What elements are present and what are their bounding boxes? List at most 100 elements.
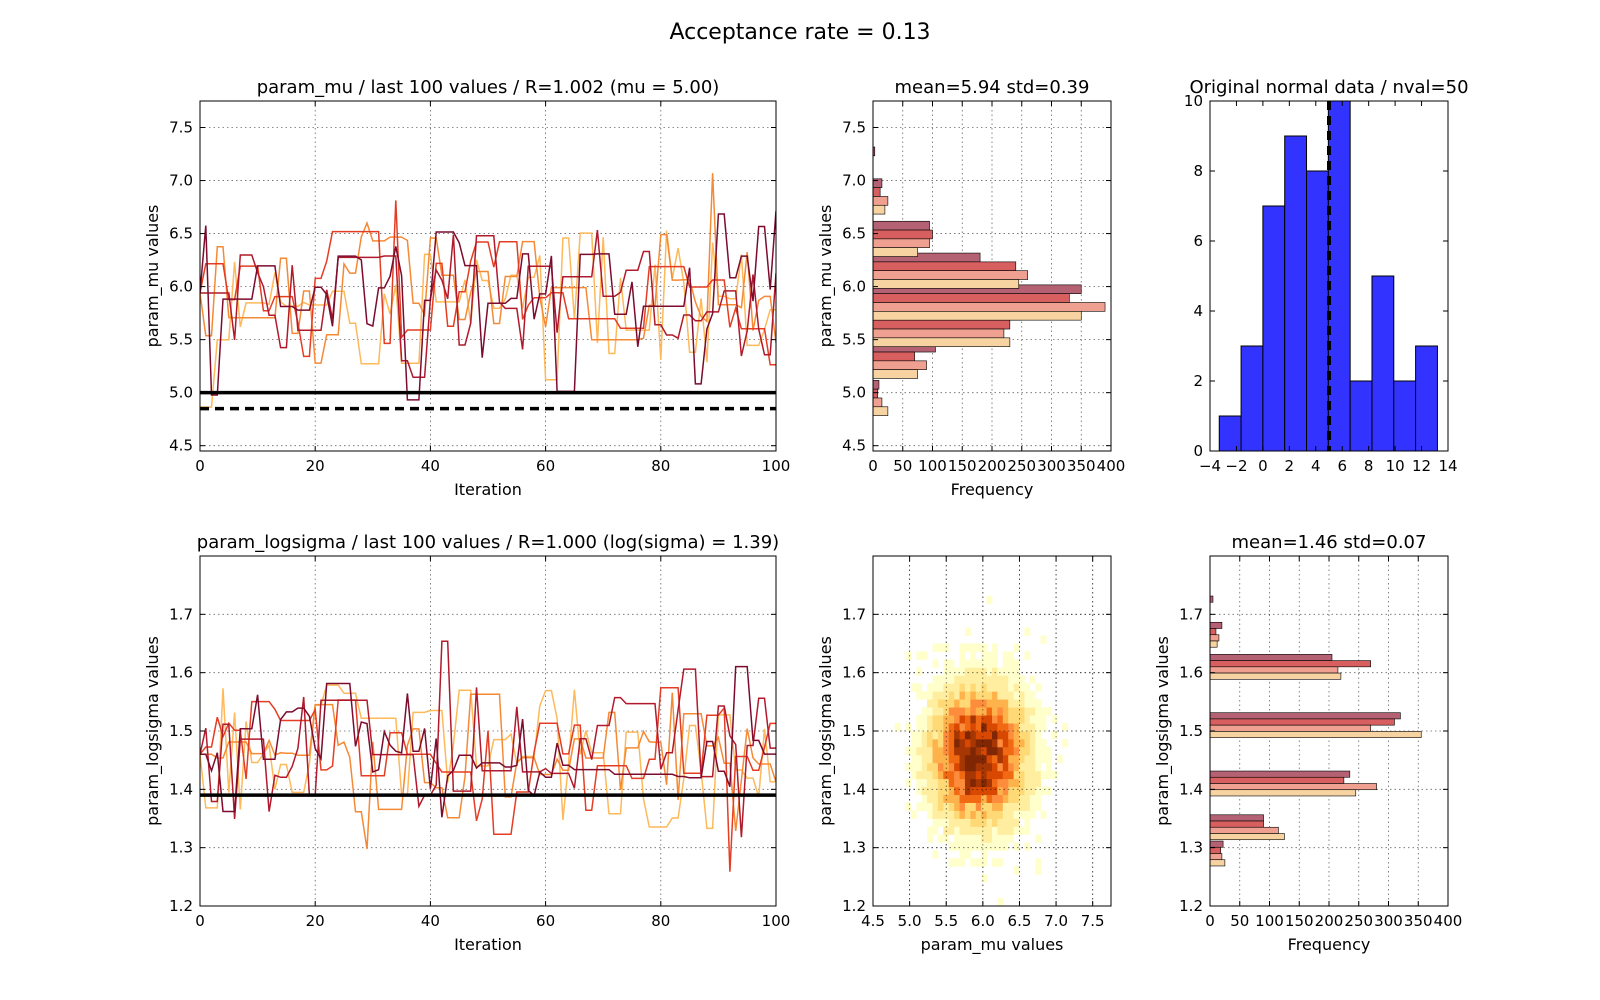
heatmap-cell (1008, 826, 1015, 835)
histogram-bar (1210, 718, 1395, 726)
x-tick-label: 400 (1434, 912, 1463, 930)
heatmap-cell (916, 770, 923, 780)
heatmap-cell (997, 898, 1004, 906)
heatmap-cell (1029, 770, 1036, 780)
histogram-bar (873, 204, 886, 215)
heatmap-cell (992, 643, 998, 652)
x-tick-label: 0 (1205, 912, 1215, 930)
x-axis-label: Iteration (454, 935, 522, 954)
heatmap-cell (970, 723, 977, 732)
heatmap-cell (943, 810, 950, 819)
heatmap-cell (1019, 826, 1025, 835)
heatmap-cell (959, 643, 966, 652)
chain-trace-line (200, 665, 776, 818)
x-tick-label: 6 (1337, 457, 1347, 475)
histogram-bar (873, 238, 930, 248)
heatmap-cell (959, 786, 966, 796)
x-tick-label: 4.5 (861, 912, 885, 930)
histogram-bar (1210, 640, 1218, 648)
heatmap-cell (1035, 746, 1042, 756)
heatmap-cell (932, 778, 939, 788)
heatmap-cell (1002, 691, 1009, 700)
heatmap-cell (992, 802, 998, 811)
heatmap-cell (992, 754, 998, 764)
heatmap-cell (927, 834, 933, 843)
y-tick-label: 1.5 (1179, 722, 1203, 740)
heatmap-cell (975, 826, 982, 835)
heatmap-cell (1035, 715, 1042, 724)
heatmap-cell (959, 762, 966, 772)
x-tick-label: 400 (1097, 457, 1126, 475)
x-axis-label: param_mu values (921, 935, 1064, 955)
heatmap-cell (1002, 778, 1009, 788)
y-tick-label: 1.3 (1179, 839, 1203, 857)
heatmap-cell (943, 770, 950, 780)
heatmap-cell (1035, 731, 1042, 740)
histogram-bar (1210, 776, 1345, 784)
plot-area (873, 146, 1106, 416)
x-tick-label: 50 (893, 457, 912, 475)
histogram-bar (1210, 634, 1220, 642)
histogram-bar (1371, 275, 1395, 451)
heatmap-cell (948, 770, 955, 780)
heatmap-cell (992, 731, 998, 740)
chain-trace-line (200, 173, 776, 364)
heatmap-cell (1029, 762, 1036, 772)
heatmap-cell (970, 738, 977, 748)
heatmap-cell (975, 667, 982, 676)
heatmap-cell (975, 778, 982, 788)
heatmap-cell (1002, 723, 1009, 732)
histogram-bar (1415, 345, 1438, 451)
histogram-bar (1210, 666, 1339, 674)
heatmap-cell (975, 738, 982, 748)
heatmap-cell (921, 794, 928, 803)
heatmap-cell (948, 707, 955, 716)
heatmap-cell (1008, 723, 1015, 732)
x-tick-label: 100 (762, 912, 791, 930)
heatmap-cell (1013, 786, 1020, 796)
heatmap-cell (986, 770, 993, 780)
x-tick-label: 5.0 (898, 912, 922, 930)
heatmap-cell (1024, 818, 1031, 827)
heatmap-cell (1029, 738, 1036, 748)
heatmap-cell (943, 643, 950, 652)
heatmap-cell (1040, 635, 1047, 644)
heatmap-cell (1035, 707, 1042, 716)
heatmap-cell (970, 754, 977, 764)
heatmap-cell (1002, 810, 1009, 819)
heatmap-cell (1040, 754, 1047, 764)
chain-trace-line (200, 210, 776, 401)
heatmap-cell (1013, 683, 1020, 692)
heatmap-cell (1002, 842, 1009, 851)
heatmap-cell (964, 762, 971, 772)
heatmap-cell (975, 818, 982, 827)
heatmap-cell (970, 699, 977, 708)
heatmap-cell (981, 738, 987, 748)
heatmap-cell (997, 770, 1004, 780)
y-tick-label: 1.5 (169, 722, 193, 740)
heatmap-cell (986, 842, 993, 851)
y-tick-label: 5.0 (842, 384, 866, 402)
heatmap-cell (954, 802, 960, 811)
heatmap-cell (1035, 866, 1042, 875)
heatmap-cell (927, 778, 933, 788)
heatmap-cell (937, 683, 944, 692)
histogram-bar (1306, 170, 1329, 451)
histogram-bar (873, 337, 1011, 347)
y-axis-label: param_mu values (816, 205, 836, 348)
x-tick-label: 60 (536, 912, 555, 930)
y-tick-label: 1.7 (1179, 605, 1203, 623)
heatmap-cell (894, 723, 901, 732)
histogram-bar (873, 146, 876, 157)
heatmap-cell (1024, 762, 1031, 772)
y-tick-label: 1.2 (169, 897, 193, 915)
x-tick-label: 300 (1374, 912, 1403, 930)
histogram-bar (1210, 731, 1422, 738)
heatmap-cell (959, 707, 966, 716)
heatmap-cell (1019, 715, 1025, 724)
heatmap-cell (1008, 770, 1015, 780)
heatmap-cell (959, 858, 966, 867)
heatmap-cell (959, 842, 966, 851)
heatmap-cell (1013, 802, 1020, 811)
x-tick-label: 100 (918, 457, 947, 475)
